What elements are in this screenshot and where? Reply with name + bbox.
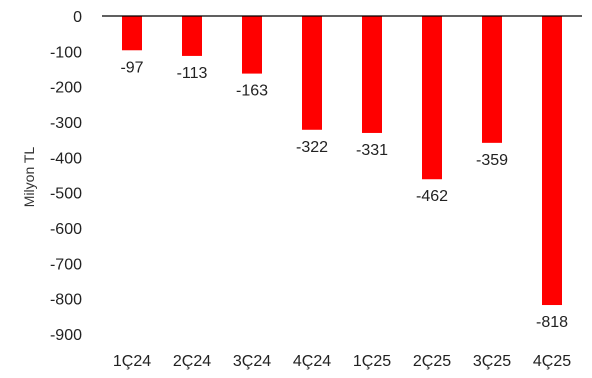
data-labels: -97 -113 -163 -322 -331 -462 -359 -818 <box>120 59 568 331</box>
y-tick-label: -200 <box>50 80 82 97</box>
y-tick-label: -300 <box>50 115 82 132</box>
data-label: -462 <box>416 188 448 205</box>
y-tick-label: -700 <box>50 256 82 273</box>
x-tick-label: 2Ç25 <box>413 353 451 370</box>
bar <box>542 16 562 306</box>
data-label: -97 <box>120 59 143 76</box>
data-label: -331 <box>356 142 388 159</box>
data-label: -359 <box>476 152 508 169</box>
y-tick-label: -600 <box>50 221 82 238</box>
data-label: -818 <box>536 314 568 331</box>
y-tick-label: -100 <box>50 44 82 61</box>
data-label: -322 <box>296 139 328 156</box>
y-tick-label: -500 <box>50 186 82 203</box>
bar <box>482 16 502 143</box>
x-tick-label: 1Ç24 <box>113 353 151 370</box>
data-label: -113 <box>177 65 208 82</box>
x-tick-label: 4Ç25 <box>533 353 571 370</box>
x-tick-label: 3Ç25 <box>473 353 511 370</box>
y-tick-label: -800 <box>50 292 82 309</box>
y-tick-label: -400 <box>50 150 82 167</box>
x-tick-label: 3Ç24 <box>233 353 271 370</box>
y-axis-label: Milyon TL <box>21 147 37 208</box>
x-tick-label: 1Ç25 <box>353 353 391 370</box>
bars <box>122 16 562 306</box>
bar <box>242 16 262 74</box>
y-tick-label: 0 <box>73 9 82 26</box>
y-tick-labels: 0 -100 -200 -300 -400 -500 -600 -700 -800 -900 <box>50 9 82 344</box>
bar <box>182 16 202 56</box>
x-tick-labels: 1Ç24 2Ç24 3Ç24 4Ç24 1Ç25 2Ç25 3Ç25 4Ç25 <box>113 353 571 370</box>
y-tick-label: -900 <box>50 327 82 344</box>
bar <box>362 16 382 133</box>
data-label: -163 <box>236 83 268 100</box>
x-tick-label: 4Ç24 <box>293 353 331 370</box>
bar <box>302 16 322 130</box>
bar <box>422 16 442 180</box>
x-tick-label: 2Ç24 <box>173 353 211 370</box>
bar <box>122 16 142 51</box>
